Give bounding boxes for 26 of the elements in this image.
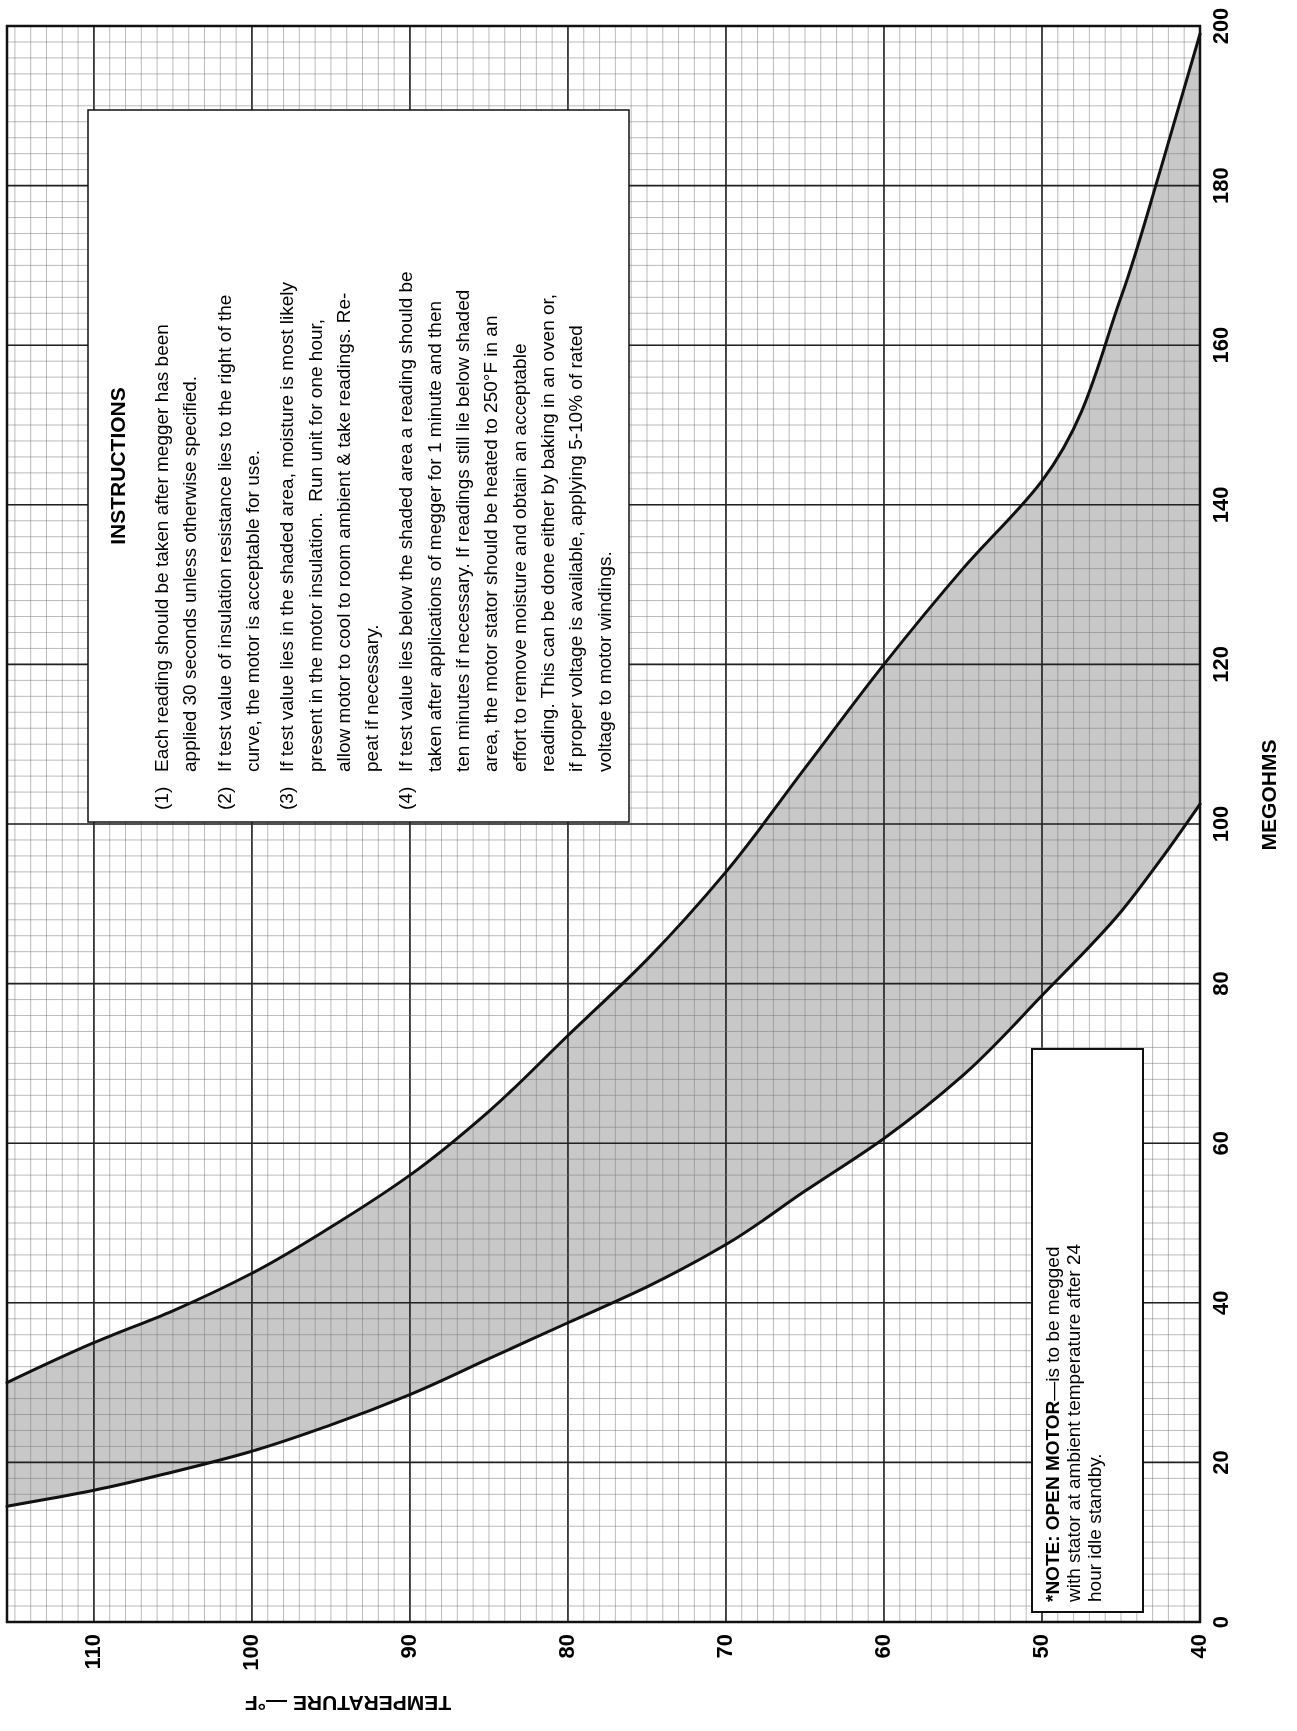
y-tick-label: 200 (1208, 7, 1233, 45)
annotation: (1) Each reading should be taken after megger has been applied 30 seconds unless otherwise specified. (151, 324, 201, 810)
text: (4) If test value lies below the shaded area a reading should be taken after applications of megger for 1 minute and then ten minutes if necessary. If readings still lie below shaded area, the motor stator should be heated to 250°F in an effort to remove moisture and obtain an acceptable reading. This can be done either by baking in an oven or, if proper voltage is available, applying 5-10% of rated voltage to motor windings. (395, 271, 615, 810)
y-tick-label: 40 (1208, 1290, 1233, 1316)
y-tick-label: 80 (1208, 971, 1233, 996)
x-tick-label: 60 (869, 1634, 895, 1659)
y-tick-label: 120 (1208, 646, 1233, 683)
x-tick-label: 50 (1027, 1634, 1053, 1659)
x-tick-label: 90 (395, 1634, 421, 1659)
annotation: (2) If test value of insulation resistance lies to the right of the curve, the motor is acceptable for use. (213, 294, 263, 810)
y-tick-label: 100 (1208, 805, 1233, 843)
y-tick-label: 0 (1208, 1615, 1233, 1629)
y-tick-label: 20 (1208, 1450, 1233, 1475)
x-tick-label: 40 (1185, 1634, 1211, 1659)
x-axis-title: TEMPERATURE —°F (244, 1692, 452, 1716)
y-tick-label: 60 (1208, 1130, 1233, 1156)
y-axis-title: MEGOHMS (1256, 739, 1280, 851)
y-tick-label: 180 (1208, 167, 1233, 204)
x-tick-label: 80 (553, 1634, 579, 1659)
x-tick-label: 100 (237, 1634, 263, 1671)
annotation: INSTRUCTIONS (105, 387, 129, 545)
annotation: (3) If test value lies in the shaded area, moisture is most likely present in the motor insulation. Run unit for one hour, allow motor to cool to room ambient & take readings. Re- peat if necessary. (276, 281, 383, 810)
y-tick-label: 160 (1208, 326, 1233, 364)
x-tick-label: 70 (711, 1634, 737, 1659)
y-tick-label: 140 (1208, 486, 1233, 524)
x-tick-label: 110 (79, 1634, 105, 1670)
